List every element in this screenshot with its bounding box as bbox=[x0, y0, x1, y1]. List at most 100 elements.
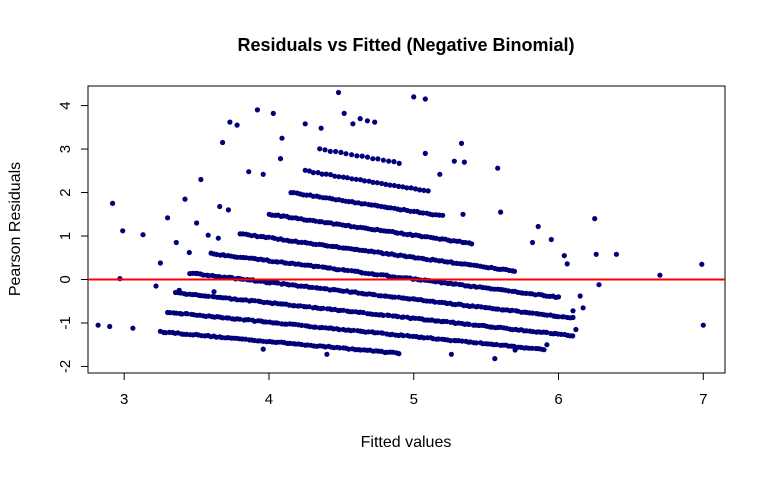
data-point bbox=[270, 110, 276, 116]
data-point bbox=[318, 285, 324, 291]
x-tick-label: 5 bbox=[410, 391, 418, 408]
data-point bbox=[198, 176, 204, 183]
data-point bbox=[336, 327, 342, 333]
data-point bbox=[275, 259, 281, 265]
data-point bbox=[186, 249, 192, 256]
data-point bbox=[417, 187, 423, 193]
chart-title: Residuals vs Fitted (Negative Binomial) bbox=[237, 35, 574, 55]
data-point bbox=[279, 135, 285, 141]
data-point bbox=[387, 182, 393, 188]
data-point bbox=[302, 121, 308, 127]
data-point bbox=[396, 183, 402, 189]
data-point bbox=[351, 327, 357, 333]
data-point bbox=[215, 235, 221, 241]
data-point bbox=[460, 211, 466, 217]
data-point bbox=[555, 314, 561, 320]
y-tick-label: -1 bbox=[57, 316, 74, 329]
data-point bbox=[182, 196, 188, 202]
data-point bbox=[340, 307, 347, 313]
data-point bbox=[412, 186, 419, 192]
data-point bbox=[580, 305, 586, 311]
y-axis: -2 -1 0 1 2 3 4 bbox=[57, 101, 89, 373]
data-point bbox=[564, 261, 570, 267]
data-point bbox=[179, 311, 185, 317]
data-point bbox=[357, 177, 364, 183]
data-point bbox=[359, 153, 365, 159]
data-point bbox=[461, 159, 467, 165]
data-point bbox=[313, 324, 319, 330]
data-point bbox=[391, 182, 397, 189]
data-point bbox=[570, 314, 576, 321]
data-point bbox=[492, 356, 498, 362]
data-point bbox=[380, 312, 386, 318]
data-point bbox=[345, 267, 351, 274]
data-point bbox=[184, 311, 190, 317]
data-point bbox=[473, 340, 479, 346]
data-point bbox=[260, 346, 266, 352]
data-point bbox=[206, 273, 212, 279]
data-point bbox=[337, 345, 343, 351]
data-point bbox=[317, 146, 323, 152]
data-point bbox=[400, 333, 406, 339]
data-point bbox=[529, 310, 536, 316]
y-tick-label: 1 bbox=[57, 232, 74, 240]
data-point bbox=[107, 323, 113, 330]
data-point bbox=[396, 351, 402, 357]
x-axis: 3 4 5 6 7 bbox=[120, 372, 707, 408]
data-point bbox=[254, 107, 260, 113]
data-point bbox=[392, 294, 398, 300]
data-point bbox=[344, 175, 350, 181]
data-point bbox=[302, 167, 308, 173]
data-point bbox=[396, 160, 402, 166]
data-point bbox=[529, 239, 536, 246]
data-point bbox=[349, 152, 355, 158]
y-tick-label: 3 bbox=[57, 145, 74, 153]
data-point bbox=[277, 156, 284, 162]
data-point bbox=[375, 330, 381, 336]
data-point bbox=[252, 298, 258, 304]
data-point bbox=[336, 174, 342, 180]
data-point bbox=[357, 116, 363, 122]
data-point bbox=[374, 180, 380, 186]
data-point bbox=[227, 119, 233, 125]
data-point bbox=[324, 351, 330, 357]
y-tick-label: 4 bbox=[57, 101, 74, 109]
data-point bbox=[246, 169, 252, 175]
data-point bbox=[315, 263, 321, 270]
data-point bbox=[194, 220, 200, 226]
data-point bbox=[140, 232, 146, 238]
data-point bbox=[453, 281, 459, 287]
data-point bbox=[380, 157, 386, 163]
data-point bbox=[408, 185, 414, 191]
data-point bbox=[366, 178, 372, 184]
data-point bbox=[593, 251, 599, 257]
data-point bbox=[323, 171, 329, 177]
data-point bbox=[364, 118, 370, 124]
plot-frame bbox=[87, 85, 726, 374]
data-point bbox=[495, 165, 501, 171]
data-point bbox=[505, 288, 512, 294]
data-point bbox=[421, 187, 427, 193]
data-point bbox=[535, 223, 541, 230]
data-point bbox=[512, 347, 518, 353]
x-tick-label: 7 bbox=[699, 391, 707, 408]
data-point bbox=[153, 283, 159, 289]
data-point bbox=[411, 94, 417, 100]
data-point bbox=[555, 294, 562, 300]
data-point bbox=[541, 347, 547, 353]
data-point bbox=[205, 232, 211, 238]
x-tick-label: 6 bbox=[554, 391, 562, 408]
data-point bbox=[466, 321, 472, 327]
data-point bbox=[437, 171, 443, 177]
data-point bbox=[320, 305, 326, 311]
data-point bbox=[211, 289, 217, 295]
data-point bbox=[95, 322, 101, 328]
data-point bbox=[315, 170, 321, 176]
data-point bbox=[544, 342, 550, 348]
data-point bbox=[395, 314, 401, 320]
data-point bbox=[371, 249, 377, 255]
data-point bbox=[573, 326, 579, 333]
data-point bbox=[613, 251, 620, 257]
data-point bbox=[444, 318, 450, 325]
